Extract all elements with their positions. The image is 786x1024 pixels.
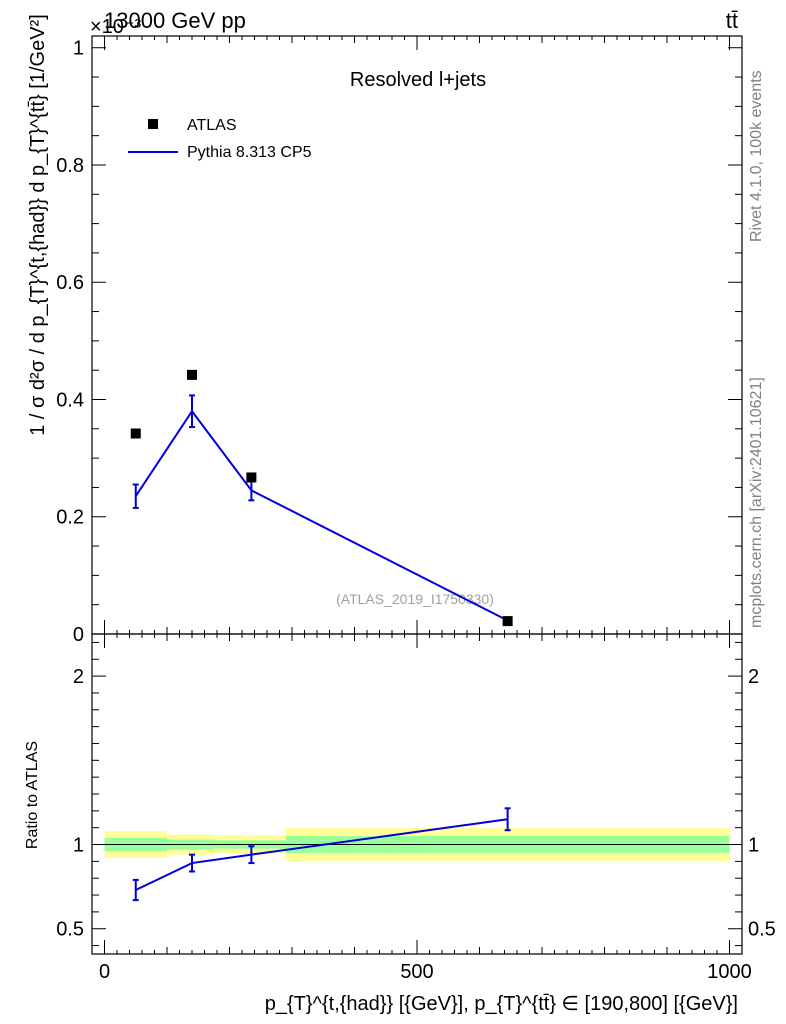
atlas-point-2 <box>246 472 257 483</box>
main-ytick-label-3: 0.6 <box>56 272 84 294</box>
legend-atlas-label: ATLAS <box>187 117 237 134</box>
legend: ATLAS Pythia 8.313 CP5 <box>128 117 312 161</box>
x-axis-title: p_{T}^{t,{had}} [{GeV}], p_{T}^{tt̄} ∈ [… <box>265 993 738 1015</box>
ratio-ytick-label-left-0: 0.5 <box>56 919 84 941</box>
legend-pythia-label: Pythia 8.313 CP5 <box>187 144 312 161</box>
analysis-watermark: (ATLAS_2019_I1750330) <box>336 591 494 607</box>
main-ytick-label-2: 0.4 <box>56 389 84 411</box>
pythia-errorbar-0 <box>132 483 139 509</box>
ratio-errorbar-3 <box>504 807 511 832</box>
ratio-y-axis-title: Ratio to ATLAS <box>24 741 41 849</box>
ratio-plot-frame <box>91 633 743 955</box>
xtick-label-1: 500 <box>400 961 433 983</box>
atlas-point-3 <box>502 616 513 627</box>
legend-atlas-marker <box>148 119 158 129</box>
ratio-ytick-label-right-2: 2 <box>748 666 759 688</box>
ratio-ytick-label-right-0: 0.5 <box>748 919 776 941</box>
main-ytick-label-5: 1 <box>73 38 84 60</box>
atlas-point-0 <box>130 428 141 439</box>
ratio-errorbar-1 <box>189 853 195 873</box>
pythia-line <box>134 409 509 622</box>
energy-label: 13000 GeV pp <box>104 8 246 33</box>
xtick-label-0: 0 <box>99 961 110 983</box>
rivet-label: Rivet 4.1.0, 100k events <box>748 70 765 242</box>
pythia-errorbar-1 <box>189 394 195 429</box>
ratio-ytick-label-left-1: 1 <box>73 835 84 857</box>
ratio-errorbar-0 <box>132 878 139 902</box>
main-y-axis-title: 1 / σ d²σ / d p_{T}^{t,{had}} d p_{T}^{t… <box>27 14 49 436</box>
ratio-errorbar-2 <box>248 845 255 865</box>
ratio-ytick-label-left-2: 2 <box>73 666 84 688</box>
xtick-label-2: 1000 <box>707 961 752 983</box>
main-ytick-label-4: 0.8 <box>56 155 84 177</box>
main-ytick-label-1: 0.2 <box>56 507 84 529</box>
main-ytick-label-0: 0 <box>73 624 84 646</box>
ratio-pythia-line <box>135 818 508 891</box>
plot-title: Resolved l+jets <box>350 69 486 91</box>
exponent-label: ×10⁻³ <box>90 16 141 38</box>
atlas-point-1 <box>187 369 197 380</box>
ratio-ytick-label-right-1: 1 <box>748 835 759 857</box>
process-label: tt̄ <box>726 8 738 33</box>
mcplots-label: mcplots.cern.ch [arXiv:2401.10621] <box>748 377 765 628</box>
